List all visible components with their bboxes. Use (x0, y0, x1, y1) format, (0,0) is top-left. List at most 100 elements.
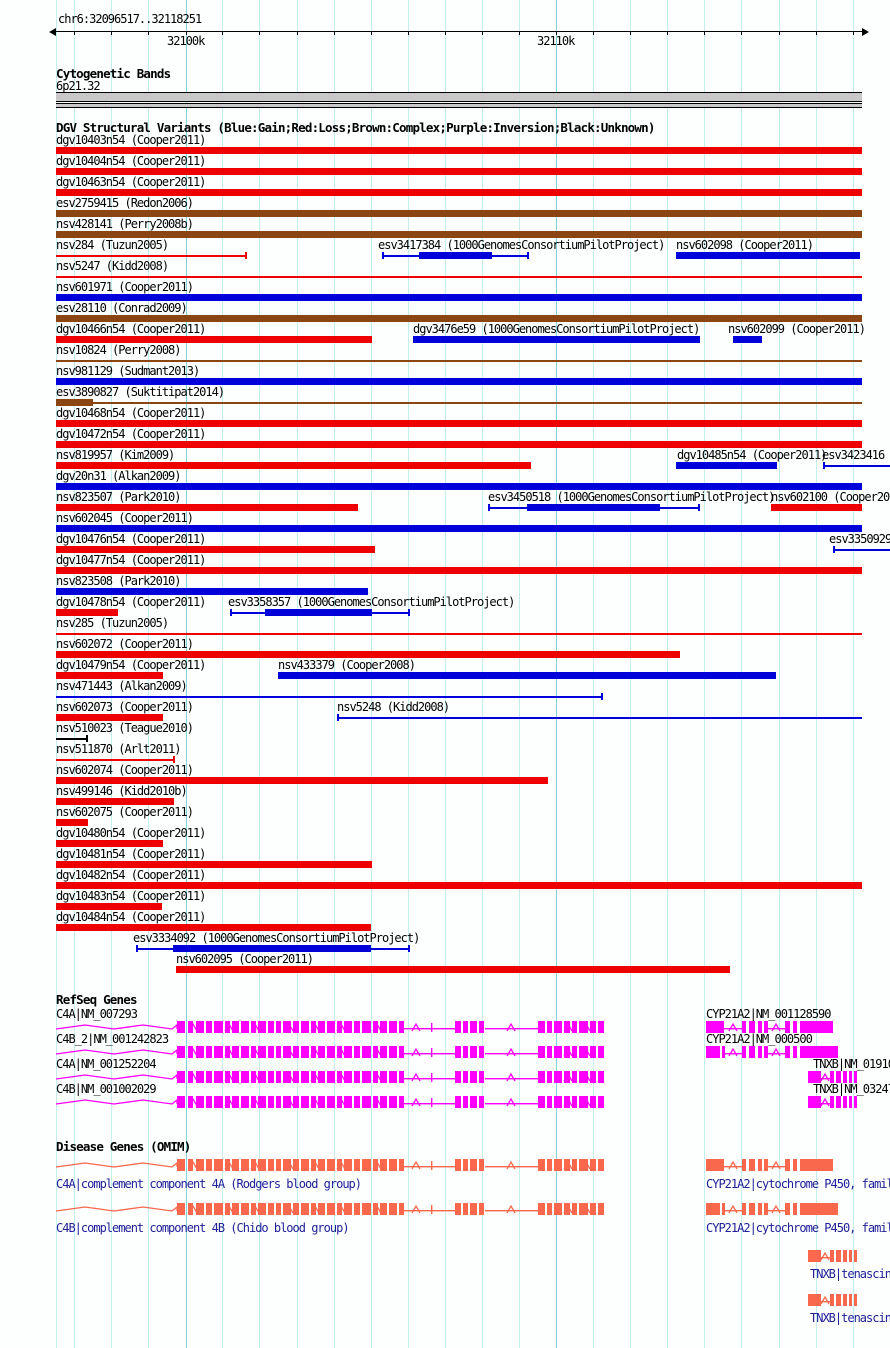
variant-label[interactable]: nsv602095 (Cooper2011) (176, 952, 314, 966)
variant-bar[interactable] (56, 420, 862, 427)
variant-bar[interactable] (278, 672, 776, 679)
gene-model[interactable] (706, 1020, 833, 1034)
disease-gene-label[interactable]: C4B|complement component 4B (Chido blood… (56, 1221, 350, 1235)
variant-bar[interactable] (56, 399, 93, 406)
variant-bar[interactable] (56, 588, 368, 595)
variant-label[interactable]: dgv10480n54 (Cooper2011) (56, 826, 206, 840)
variant-core-bar[interactable] (265, 609, 372, 616)
variant-bar[interactable] (176, 966, 730, 973)
variant-label[interactable]: dgv3476e59 (1000GenomesConsortiumPilotPr… (413, 322, 700, 336)
variant-label[interactable]: dgv10484n54 (Cooper2011) (56, 910, 206, 924)
variant-bar[interactable] (56, 336, 372, 343)
variant-label[interactable]: nsv602075 (Cooper2011) (56, 805, 194, 819)
variant-bar[interactable] (56, 147, 862, 154)
variant-bar[interactable] (56, 714, 163, 721)
variant-bar[interactable] (56, 672, 163, 679)
variant-label[interactable]: nsv285 (Tuzun2005) (56, 616, 169, 630)
variant-label[interactable]: esv3890827 (Suktitipat2014) (56, 385, 225, 399)
variant-bar[interactable] (56, 546, 375, 553)
variant-bar[interactable] (56, 315, 862, 322)
variant-label[interactable]: dgv10485n54 (Cooper2011) (677, 448, 827, 462)
variant-bar[interactable] (56, 567, 862, 574)
gene-label[interactable]: C4B|NM_001002029 (56, 1082, 157, 1096)
variant-line[interactable] (93, 402, 862, 404)
variant-label[interactable]: nsv602072 (Cooper2011) (56, 637, 194, 651)
variant-bar[interactable] (56, 168, 862, 175)
variant-label[interactable]: nsv823507 (Park2010) (56, 490, 181, 504)
variant-label[interactable]: nsv602099 (Cooper2011) (728, 322, 866, 336)
gene-model[interactable] (55, 1020, 604, 1034)
variant-label[interactable]: nsv602074 (Cooper2011) (56, 763, 194, 777)
variant-bar[interactable] (56, 840, 163, 847)
disease-gene-model[interactable] (706, 1202, 838, 1216)
variant-label[interactable]: nsv433379 (Cooper2008) (278, 658, 416, 672)
variant-bar[interactable] (56, 210, 862, 217)
variant-bar[interactable] (56, 378, 862, 385)
variant-bar[interactable] (676, 252, 860, 259)
variant-label[interactable]: dgv10476n54 (Cooper2011) (56, 532, 206, 546)
disease-gene-label[interactable]: CYP21A2|cytochrome P450, family (706, 1177, 890, 1191)
disease-gene-model[interactable] (808, 1293, 858, 1307)
variant-core-bar[interactable] (527, 504, 660, 511)
gene-model[interactable] (55, 1070, 604, 1084)
variant-label[interactable]: dgv10481n54 (Cooper2011) (56, 847, 206, 861)
variant-label[interactable]: dgv10404n54 (Cooper2011) (56, 154, 206, 168)
variant-line[interactable] (56, 759, 175, 761)
variant-line[interactable] (833, 549, 890, 551)
variant-line[interactable] (823, 465, 890, 467)
gene-model[interactable] (808, 1070, 858, 1084)
variant-bar[interactable] (56, 798, 174, 805)
variant-label[interactable]: nsv5247 (Kidd2008) (56, 259, 169, 273)
variant-bar[interactable] (56, 189, 862, 196)
variant-bar[interactable] (56, 441, 862, 448)
variant-label[interactable]: dgv10478n54 (Cooper2011) (56, 595, 206, 609)
variant-label[interactable]: esv3350929 (829, 532, 890, 546)
variant-label[interactable]: nsv601971 (Cooper2011) (56, 280, 194, 294)
variant-label[interactable]: dgv10483n54 (Cooper2011) (56, 889, 206, 903)
variant-bar[interactable] (56, 525, 862, 532)
gene-label[interactable]: CYP21A2|NM_000500 (706, 1032, 813, 1046)
variant-bar[interactable] (56, 609, 118, 616)
variant-label[interactable]: nsv471443 (Alkan2009) (56, 679, 188, 693)
variant-label[interactable]: esv3358357 (1000GenomesConsortiumPilotPr… (228, 595, 515, 609)
disease-gene-model[interactable] (55, 1158, 604, 1172)
variant-label[interactable]: esv28110 (Conrad2009) (56, 301, 188, 315)
variant-label[interactable]: nsv511870 (Arlt2011) (56, 742, 181, 756)
variant-bar[interactable] (56, 903, 162, 910)
variant-label[interactable]: nsv510023 (Teague2010) (56, 721, 194, 735)
variant-bar[interactable] (733, 336, 762, 343)
gene-model[interactable] (55, 1095, 604, 1109)
gene-label[interactable]: CYP21A2|NM_001128590 (706, 1007, 831, 1021)
variant-label[interactable]: dgv10466n54 (Cooper2011) (56, 322, 206, 336)
variant-label[interactable]: nsv602073 (Cooper2011) (56, 700, 194, 714)
variant-label[interactable]: dgv10472n54 (Cooper2011) (56, 427, 206, 441)
variant-label[interactable]: nsv5248 (Kidd2008) (337, 700, 450, 714)
variant-bar[interactable] (56, 231, 862, 238)
variant-bar[interactable] (676, 462, 777, 469)
gene-model[interactable] (808, 1095, 858, 1109)
variant-label[interactable]: nsv10824 (Perry2008) (56, 343, 181, 357)
variant-bar[interactable] (56, 882, 862, 889)
disease-gene-label[interactable]: TNXB|tenascin (810, 1267, 890, 1281)
variant-label[interactable]: dgv10482n54 (Cooper2011) (56, 868, 206, 882)
cytoband-bar[interactable] (56, 92, 862, 102)
gene-label[interactable]: C4B_2|NM_001242823 (56, 1032, 169, 1046)
variant-line[interactable] (56, 276, 862, 278)
variant-core-bar[interactable] (419, 252, 492, 259)
disease-gene-model[interactable] (808, 1249, 858, 1263)
variant-label[interactable]: nsv819957 (Kim2009) (56, 448, 175, 462)
variant-line[interactable] (56, 255, 247, 257)
variant-label[interactable]: nsv602098 (Cooper2011) (676, 238, 814, 252)
variant-label[interactable]: nsv823508 (Park2010) (56, 574, 181, 588)
variant-label[interactable]: dgv10468n54 (Cooper2011) (56, 406, 206, 420)
variant-label[interactable]: esv3450518 (1000GenomesConsortiumPilotPr… (488, 490, 775, 504)
gene-label[interactable]: TNXB|NM_019105 (813, 1057, 890, 1071)
cytoband-subbar[interactable] (56, 103, 862, 108)
disease-gene-label[interactable]: C4A|complement component 4A (Rodgers blo… (56, 1177, 362, 1191)
variant-label[interactable]: nsv602100 (Cooper2011) (771, 490, 890, 504)
variant-label[interactable]: esv3423416 (822, 448, 885, 462)
variant-label[interactable]: dgv10479n54 (Cooper2011) (56, 658, 206, 672)
variant-bar[interactable] (56, 294, 862, 301)
variant-label[interactable]: esv3334092 (1000GenomesConsortiumPilotPr… (133, 931, 420, 945)
variant-bar[interactable] (56, 777, 548, 784)
